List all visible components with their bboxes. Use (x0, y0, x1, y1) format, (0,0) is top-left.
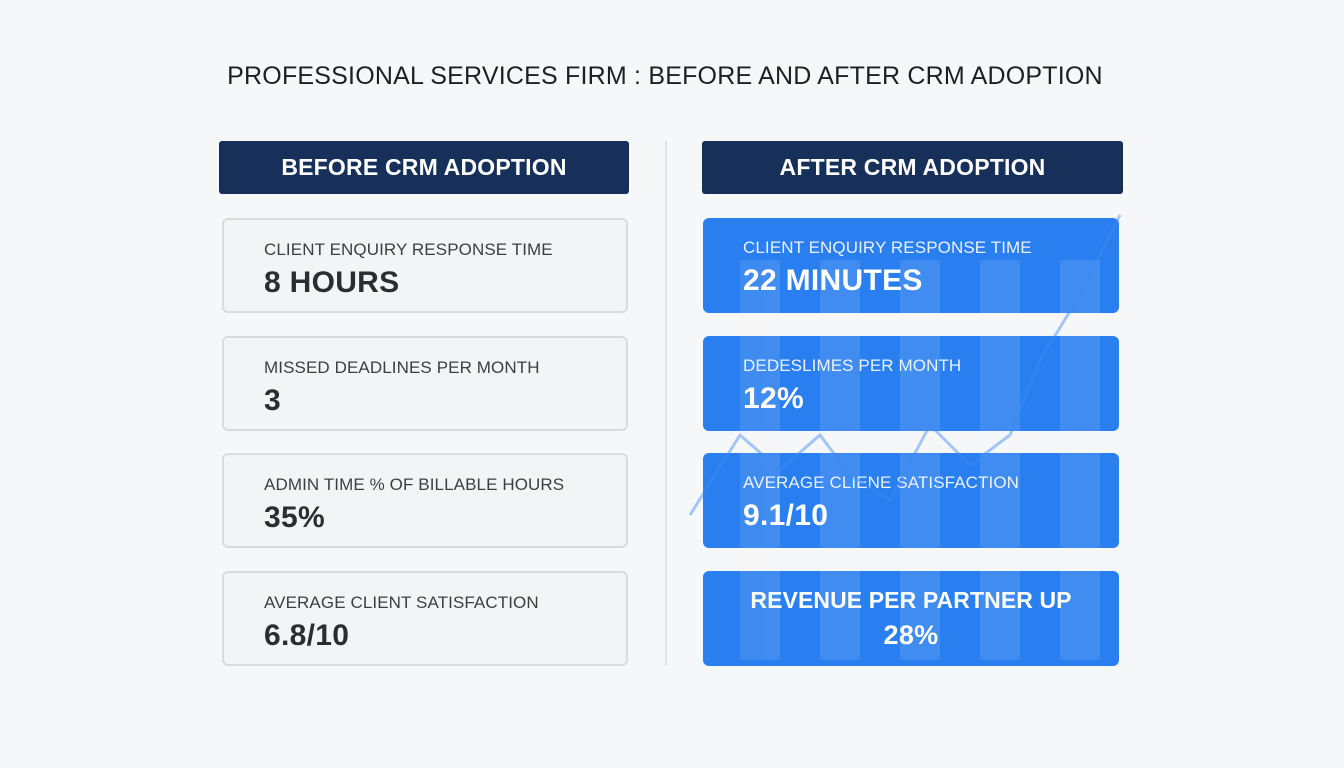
card-value: 6.8/10 (264, 619, 350, 652)
card-value: 3 (264, 384, 281, 417)
card-value: 8 HOURS (264, 266, 400, 299)
card-label: ADMIN TIME % OF BILLABLE HOURS (264, 475, 565, 494)
card-value: 12% (743, 382, 804, 415)
before-card-admin-time: ADMIN TIME % OF BILLABLE HOURS 35% (222, 453, 628, 548)
card-value: 35% (264, 501, 325, 534)
card-label: DEDESLIMES PER MONTH (743, 356, 962, 375)
before-card-response-time: CLIENT ENQUIRY RESPONSE TIME 8 HOURS (222, 218, 628, 313)
card-label: MISSED DEADLINES PER MONTH (264, 358, 540, 377)
card-value: 22 MINUTES (743, 264, 923, 297)
card-label: REVENUE PER PARTNER UP (750, 586, 1072, 613)
page-title: PROFESSIONAL SERVICES FIRM : BEFORE AND … (227, 62, 1103, 90)
after-card-deadlines: DEDESLIMES PER MONTH 12% (703, 336, 1119, 431)
card-value: 28% (883, 619, 939, 650)
after-column-header: AFTER CRM ADOPTION (702, 141, 1123, 194)
card-label: CLIENT ENQUIRY RESPONSE TIME (264, 240, 553, 259)
column-divider (665, 141, 667, 666)
after-card-revenue: REVENUE PER PARTNER UP 28% (703, 571, 1119, 666)
before-card-satisfaction: AVERAGE CLIENT SATISFACTION 6.8/10 (222, 571, 628, 666)
after-card-response-time: CLIENT ENQUIRY RESPONSE TIME 22 MINUTES (703, 218, 1119, 313)
card-label: CLIENT ENQUIRY RESPONSE TIME (743, 238, 1032, 257)
before-column-header: BEFORE CRM ADOPTION (219, 141, 629, 194)
card-value: 9.1/10 (743, 499, 829, 532)
after-card-satisfaction: AVERAGE CLIENE SATISFACTION 9.1/10 (703, 453, 1119, 548)
card-label: AVERAGE CLIENE SATISFACTION (743, 473, 1020, 492)
card-label: AVERAGE CLIENT SATISFACTION (264, 593, 539, 612)
before-card-missed-deadlines: MISSED DEADLINES PER MONTH 3 (222, 336, 628, 431)
